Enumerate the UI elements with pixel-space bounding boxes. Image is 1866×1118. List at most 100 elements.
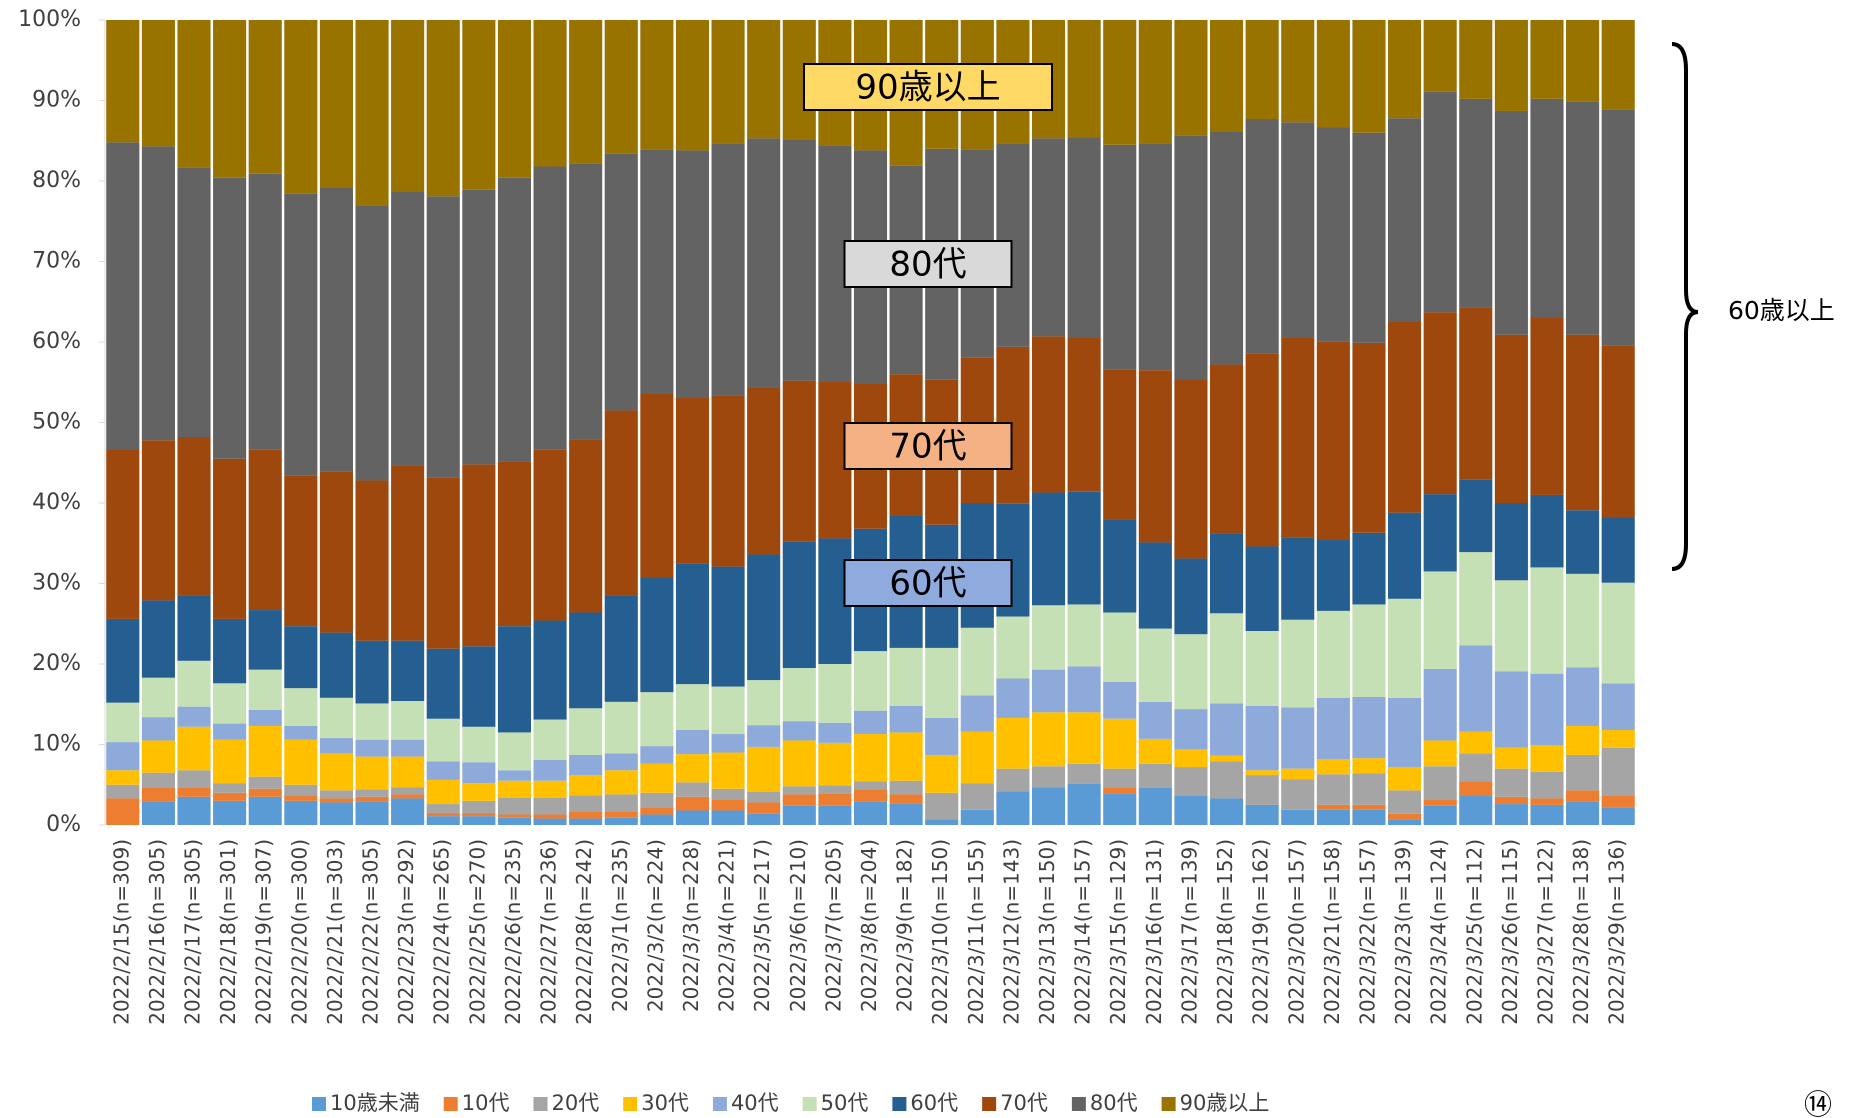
bar-segment [391, 701, 425, 740]
bar-segment [782, 805, 816, 825]
bar-segment [106, 784, 140, 799]
bar-segment [177, 726, 211, 771]
legend-label: 60代 [910, 1091, 958, 1115]
bar-segment [569, 439, 603, 613]
bar-segment [1459, 552, 1493, 646]
bar-segment [1388, 512, 1422, 599]
y-tick-label: 10% [32, 732, 81, 757]
bar-segment [248, 776, 282, 789]
bar-segment [177, 796, 211, 825]
bar-segment [462, 464, 496, 647]
bar-segment [925, 647, 959, 718]
bar-segment [1601, 747, 1635, 796]
bar-segment [818, 785, 852, 794]
y-tick-label: 20% [32, 651, 81, 676]
bar-segment [853, 789, 888, 802]
bar-segment [1209, 798, 1244, 825]
bar-segment [106, 618, 140, 703]
bar-segment [1209, 703, 1244, 756]
bar-segment [319, 697, 353, 739]
bar-segment [533, 166, 567, 450]
bar-segment [711, 686, 745, 735]
bar-segment [640, 577, 674, 693]
bar-segment [675, 730, 710, 755]
bar-segment [1316, 758, 1350, 775]
bar-segment [1138, 701, 1172, 739]
bar-segment [213, 792, 247, 801]
bar-segment [391, 787, 425, 795]
x-tick-label: 2022/2/18(n=301) [216, 839, 240, 1025]
bar-segment [1316, 540, 1350, 611]
x-tick-label: 2022/3/13(n=150) [1035, 839, 1059, 1025]
legend-label: 30代 [641, 1091, 689, 1115]
bar-segment [1281, 768, 1315, 780]
bar-segment [1281, 619, 1315, 708]
bar-segment [1352, 758, 1386, 774]
bar-segment [1138, 143, 1172, 371]
bar-segment [1174, 379, 1208, 559]
bar-segment [248, 173, 282, 450]
bar-segment [248, 796, 282, 825]
bar-segment [1174, 634, 1208, 710]
bar-segment [1174, 749, 1208, 768]
bar-segment [1388, 118, 1422, 322]
y-tick-label: 100% [18, 7, 81, 32]
bar-segment [925, 792, 959, 820]
bar-segment [1209, 20, 1244, 132]
bar-segment [925, 819, 959, 825]
bar-segment [1316, 804, 1350, 810]
bar-segment [1423, 20, 1457, 92]
bar-segment [747, 680, 781, 726]
legend-swatch [312, 1097, 326, 1111]
bar-segment [319, 187, 353, 472]
x-tick-label: 2022/3/20(n=157) [1284, 839, 1308, 1025]
bar-segment [106, 142, 140, 450]
bar-segment [391, 465, 425, 641]
bar-segment [106, 449, 140, 619]
x-tick-label: 2022/3/1(n=235) [608, 839, 632, 1012]
bar-segment [426, 761, 460, 780]
bar-segment [818, 742, 852, 786]
legend-swatch [533, 1097, 548, 1111]
x-tick-label: 2022/2/20(n=300) [287, 839, 311, 1025]
bar-segment [1388, 321, 1422, 513]
bar-segment [355, 756, 389, 790]
bar-segment [355, 640, 389, 704]
y-tick-label: 0% [46, 812, 81, 837]
bar-segment [711, 734, 745, 753]
bar-segment [1067, 20, 1101, 138]
bar-segment [1316, 809, 1350, 825]
bar-segment [1601, 345, 1635, 518]
x-tick-label: 2022/3/2(n=224) [643, 839, 667, 1012]
legend-swatch [1161, 1097, 1176, 1111]
bar-segment [1281, 122, 1315, 338]
bar-segment [640, 20, 674, 150]
bar-segment [106, 702, 140, 743]
bar-segment [426, 648, 460, 719]
x-tick-label: 2022/3/18(n=152) [1213, 839, 1237, 1025]
bar-segment [533, 20, 567, 167]
bar-segment [1459, 479, 1493, 553]
bar-segment [1352, 809, 1386, 825]
x-tick-label: 2022/3/26(n=115) [1498, 839, 1522, 1025]
bar-segment [1245, 20, 1279, 120]
bar-segment [213, 723, 247, 740]
bar-segment [1174, 20, 1208, 136]
bar-segment [248, 788, 282, 797]
bar-segment [1530, 798, 1564, 805]
bar-segment [711, 566, 745, 687]
bar-segment [1566, 334, 1600, 511]
bar-segment [1459, 753, 1493, 782]
bar-segment [533, 780, 567, 798]
bar-segment [640, 763, 674, 793]
bar-segment [1031, 336, 1066, 493]
x-tick-label: 2022/3/28(n=138) [1569, 839, 1593, 1025]
bar-segment [1103, 369, 1137, 520]
legend-label: 20代 [551, 1091, 599, 1115]
bar-segment [675, 796, 710, 811]
bar-segment [640, 393, 674, 578]
bar-segment [1138, 370, 1172, 543]
bar-segment [925, 717, 959, 755]
x-tick-label: 2022/3/14(n=157) [1071, 839, 1095, 1025]
annotation-box [843, 240, 1013, 288]
